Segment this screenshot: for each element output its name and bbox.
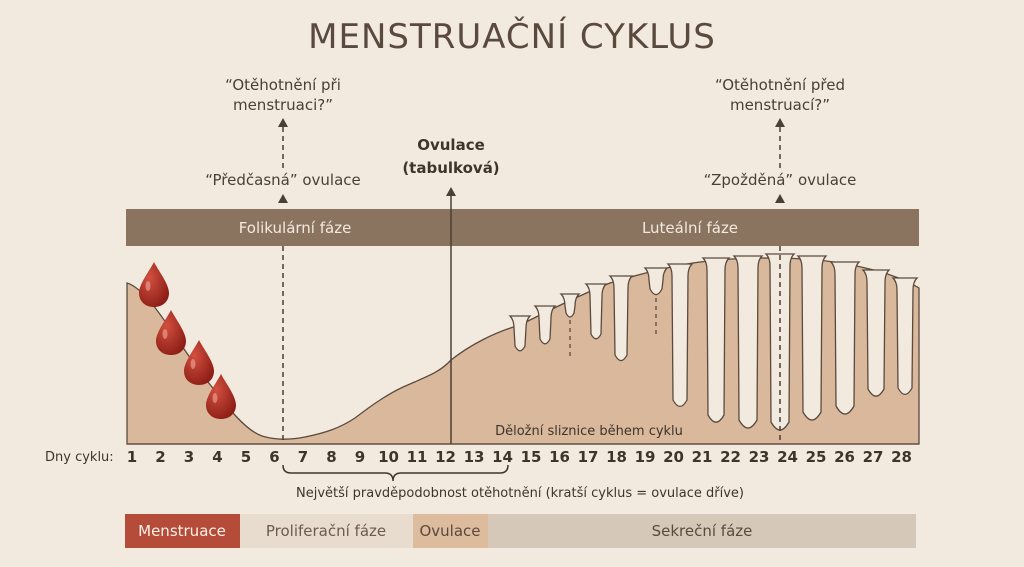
page-title: MENSTRUAČNÍ CYKLUS — [308, 16, 716, 57]
blood-drop-4 — [206, 374, 236, 419]
blood-drop-highlight-3 — [190, 359, 196, 369]
ovulation-arrowhead — [446, 187, 456, 196]
day-number-22: 22 — [720, 448, 741, 466]
endometrium — [126, 253, 920, 445]
blood-drop-highlight-2 — [162, 329, 168, 339]
day-number-1: 1 — [127, 448, 137, 466]
gland-14 — [891, 277, 919, 396]
gland-13 — [861, 269, 891, 397]
gland-9 — [732, 255, 764, 429]
gland-5 — [608, 275, 634, 362]
legend-proliferative-box — [240, 514, 413, 548]
endometrium-label: Děložní sliznice během cyklu — [495, 424, 683, 439]
late-pregnancy-question: “Otěhotnění před menstruací?” — [715, 76, 845, 114]
early-arrowhead-upper — [278, 118, 288, 127]
gland-6 — [643, 267, 669, 296]
day-number-18: 18 — [606, 448, 627, 466]
day-number-25: 25 — [806, 448, 827, 466]
blood-drop-1 — [139, 262, 169, 307]
gland-11 — [796, 255, 828, 421]
day-number-2: 2 — [155, 448, 165, 466]
late-ovulation-label: “Zpožděná” ovulace — [704, 171, 857, 189]
blood-drop-3 — [184, 340, 214, 385]
legend-ovulation-label: Ovulace — [419, 522, 480, 540]
day-number-15: 15 — [521, 448, 542, 466]
day-numbers: 1 2 3 4 5 6 7 8 9 10 11 12 13 14 15 16 17 18 19 20 21 22 23 24 2… — [127, 448, 912, 466]
legend-menstruation-label: Menstruace — [138, 522, 226, 540]
early-arrowhead-lower — [278, 194, 288, 203]
day-number-5: 5 — [241, 448, 251, 466]
follicular-phase-label: Folikulární fáze — [239, 219, 352, 237]
gland-1 — [508, 315, 532, 352]
day-number-28: 28 — [891, 448, 912, 466]
svg-text:menstruaci?”: menstruaci?” — [233, 96, 333, 114]
day-number-12: 12 — [435, 448, 456, 466]
svg-text:Ovulace: Ovulace — [417, 136, 485, 154]
gland-4 — [584, 283, 608, 340]
phase-bar — [126, 209, 919, 246]
day-number-14: 14 — [492, 448, 513, 466]
gland-8 — [701, 257, 731, 423]
fertility-note: Největší pravděpodobnost otěhotnění (kra… — [296, 486, 744, 501]
day-number-16: 16 — [549, 448, 570, 466]
day-number-7: 7 — [298, 448, 308, 466]
day-number-3: 3 — [184, 448, 194, 466]
day-number-9: 9 — [355, 448, 365, 466]
early-pregnancy-question: “Otěhotnění při menstruaci?” — [225, 76, 341, 114]
day-number-21: 21 — [692, 448, 713, 466]
svg-text:“Otěhotnění před: “Otěhotnění před — [715, 76, 845, 94]
legend-menstruation-box — [125, 514, 240, 548]
gland-3 — [559, 293, 581, 318]
fertility-brace — [282, 464, 509, 482]
day-number-19: 19 — [635, 448, 656, 466]
legend-ovulation-box — [413, 514, 488, 548]
menstrual-blood-drops — [139, 262, 236, 419]
luteal-phase-label: Luteální fáze — [642, 219, 738, 237]
blood-drop-highlight-1 — [145, 281, 151, 291]
blood-drop-2 — [156, 310, 186, 355]
svg-text:menstruací?”: menstruací?” — [730, 96, 830, 114]
day-number-20: 20 — [663, 448, 684, 466]
day-number-6: 6 — [269, 448, 279, 466]
late-arrowhead-upper — [775, 118, 785, 127]
day-number-23: 23 — [749, 448, 770, 466]
day-number-13: 13 — [464, 448, 485, 466]
svg-text:“Otěhotnění při: “Otěhotnění při — [225, 76, 341, 94]
days-label: Dny cyklu: — [45, 450, 114, 465]
day-number-24: 24 — [777, 448, 798, 466]
phase-legend: Menstruace Proliferační fáze Ovulace Sek… — [125, 514, 916, 548]
svg-text:(tabulková): (tabulková) — [402, 159, 499, 177]
gland-12 — [829, 261, 861, 415]
blood-drop-highlight-4 — [212, 393, 218, 403]
legend-secretory-box — [488, 514, 916, 548]
day-number-4: 4 — [212, 448, 222, 466]
textbook-ovulation-label: Ovulace (tabulková) — [402, 136, 499, 177]
day-number-17: 17 — [578, 448, 599, 466]
day-number-8: 8 — [326, 448, 336, 466]
gland-7 — [666, 263, 694, 408]
day-number-27: 27 — [863, 448, 884, 466]
late-arrowhead-lower — [775, 194, 785, 203]
day-number-11: 11 — [407, 448, 428, 466]
day-number-10: 10 — [378, 448, 399, 466]
legend-secretory-label: Sekreční fáze — [652, 522, 753, 540]
gland-2 — [533, 305, 557, 345]
early-ovulation-label: “Předčasná” ovulace — [205, 171, 361, 189]
gland-10 — [764, 253, 796, 431]
day-number-26: 26 — [834, 448, 855, 466]
legend-proliferative-label: Proliferační fáze — [266, 522, 386, 540]
